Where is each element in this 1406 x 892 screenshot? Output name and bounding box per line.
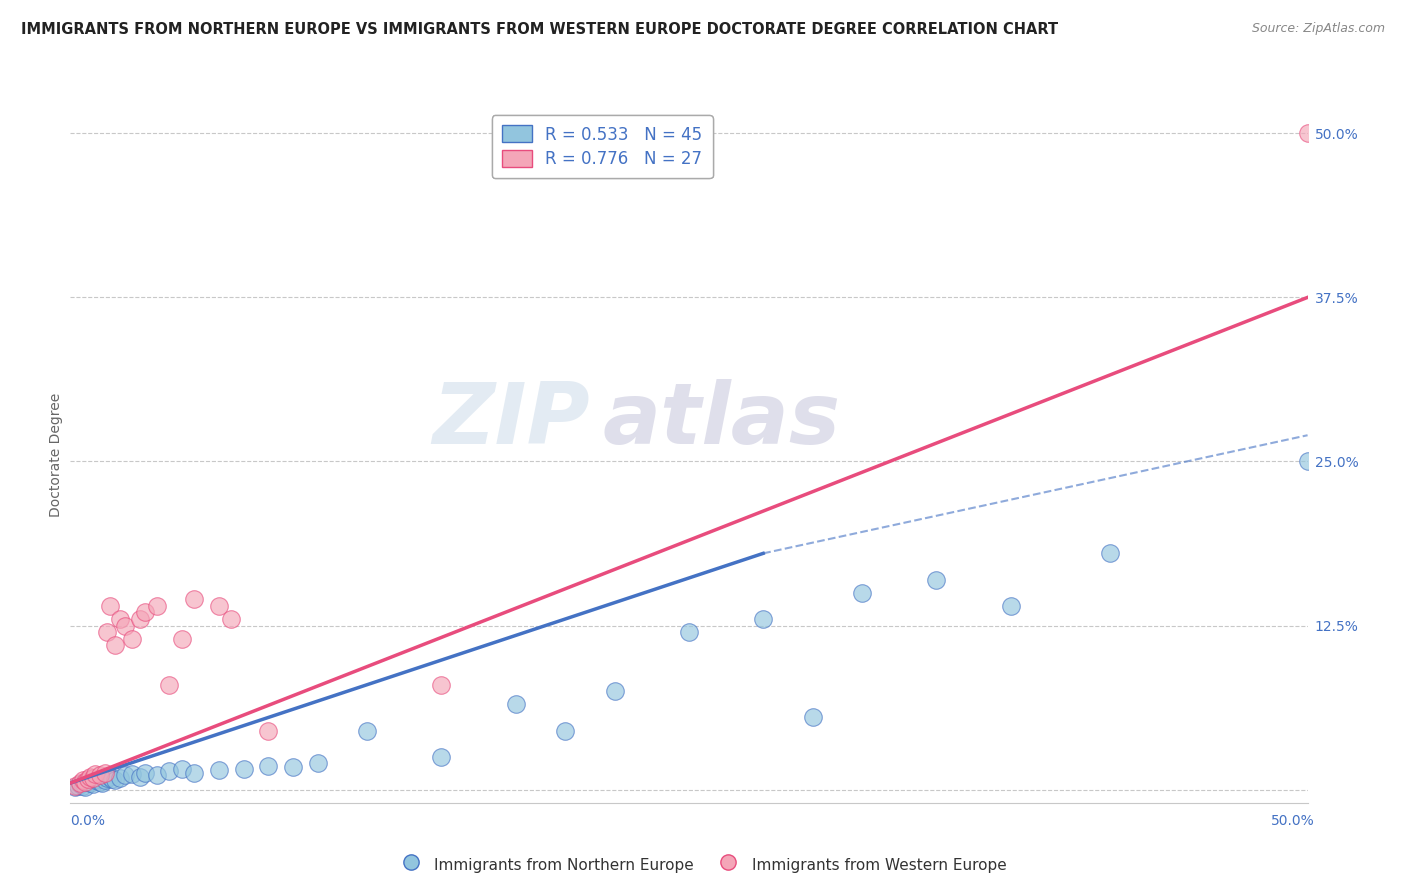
Point [146, 599, 169, 613]
Point [108, 612, 131, 626]
Point [678, 625, 700, 640]
Point [801, 710, 824, 724]
Point [72, 779, 94, 793]
Point [257, 723, 280, 738]
Point [76, 774, 98, 789]
Point [603, 684, 626, 698]
Point [94, 773, 117, 788]
Point [1000, 599, 1022, 613]
Text: IMMIGRANTS FROM NORTHERN EUROPE VS IMMIGRANTS FROM WESTERN EUROPE DOCTORATE DEGR: IMMIGRANTS FROM NORTHERN EUROPE VS IMMIG… [21, 22, 1059, 37]
Point [851, 586, 873, 600]
Point [72, 776, 94, 790]
Point [183, 765, 205, 780]
Legend: R = 0.533   N = 45, R = 0.776   N = 27: R = 0.533 N = 45, R = 0.776 N = 27 [492, 115, 713, 178]
Point [79, 776, 101, 790]
Point [89, 768, 111, 782]
Point [76, 772, 98, 787]
Point [98, 770, 121, 784]
Point [752, 612, 775, 626]
Point [84, 767, 107, 781]
Point [281, 760, 304, 774]
Text: ZIP: ZIP [432, 378, 591, 462]
Point [108, 771, 131, 785]
Point [104, 773, 127, 788]
Point [307, 756, 329, 771]
Text: 50.0%: 50.0% [1271, 814, 1315, 828]
Point [91, 776, 114, 790]
Point [82, 777, 104, 791]
Point [232, 762, 254, 776]
Point [208, 763, 231, 777]
Point [65, 780, 87, 794]
Point [170, 762, 193, 776]
Point [79, 770, 101, 784]
Point [183, 592, 205, 607]
Point [128, 612, 150, 626]
Point [505, 698, 527, 712]
Point [121, 767, 143, 781]
Point [84, 773, 107, 788]
Point [96, 771, 118, 785]
Point [114, 618, 136, 632]
Point [1296, 126, 1319, 140]
Point [1098, 546, 1121, 560]
Point [208, 599, 231, 613]
Point [430, 678, 453, 692]
Point [121, 632, 143, 646]
Point [86, 772, 108, 787]
Text: Source: ZipAtlas.com: Source: ZipAtlas.com [1251, 22, 1385, 36]
Point [66, 779, 89, 793]
Point [157, 764, 180, 779]
Point [82, 771, 104, 785]
Point [72, 773, 94, 788]
Point [430, 749, 453, 764]
Point [146, 768, 169, 782]
Point [65, 779, 87, 793]
Point [69, 777, 91, 791]
Point [94, 765, 117, 780]
Point [170, 632, 193, 646]
Text: 0.0%: 0.0% [70, 814, 105, 828]
Point [128, 770, 150, 784]
Point [554, 723, 576, 738]
Legend: Immigrants from Northern Europe, Immigrants from Western Europe: Immigrants from Northern Europe, Immigra… [394, 849, 1012, 880]
Point [98, 599, 121, 613]
Point [257, 759, 280, 773]
Point [134, 765, 156, 780]
Y-axis label: Doctorate Degree: Doctorate Degree [49, 392, 63, 517]
Point [101, 772, 124, 787]
Point [1296, 454, 1319, 468]
Point [356, 723, 378, 738]
Point [925, 573, 948, 587]
Point [104, 638, 127, 652]
Point [75, 774, 97, 789]
Point [89, 774, 111, 789]
Point [157, 678, 180, 692]
Point [219, 612, 242, 626]
Point [75, 780, 97, 794]
Text: atlas: atlas [602, 378, 841, 462]
Point [134, 606, 156, 620]
Point [96, 625, 118, 640]
Point [69, 776, 91, 790]
Point [114, 768, 136, 782]
